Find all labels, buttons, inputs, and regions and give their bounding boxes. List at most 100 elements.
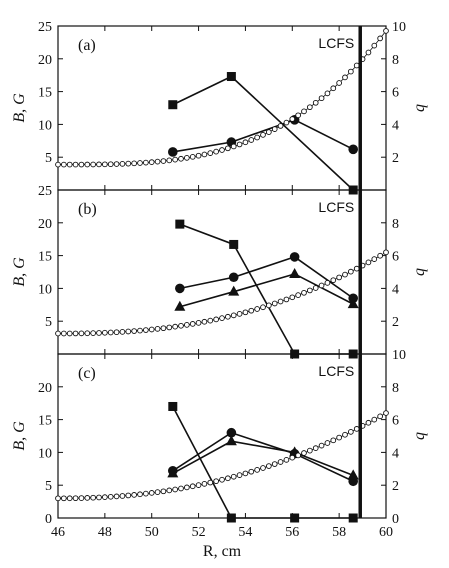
q-point <box>143 327 149 333</box>
q-point <box>342 74 348 81</box>
x-tick-label: 56 <box>285 525 299 540</box>
q-point <box>307 447 313 454</box>
q-point <box>283 296 290 303</box>
circle-point <box>175 283 185 294</box>
q-point <box>271 300 278 307</box>
q-point <box>131 492 137 498</box>
y2-axis-title: q <box>411 432 428 440</box>
y-tick-label: 15 <box>38 414 52 429</box>
y-tick-label: 5 <box>45 151 52 166</box>
q-point <box>178 485 184 492</box>
q-point <box>195 152 202 159</box>
q-point <box>248 307 255 314</box>
triangle-point <box>174 300 186 311</box>
q-point <box>242 470 249 477</box>
y-tick-label: 5 <box>45 315 52 330</box>
q-point <box>301 450 307 456</box>
q-point <box>184 322 190 328</box>
q-point <box>336 274 342 281</box>
q-point <box>266 129 272 135</box>
q-point <box>172 323 178 330</box>
square-point <box>226 72 236 82</box>
square-point <box>168 401 178 411</box>
y2-tick-label: 6 <box>392 414 399 429</box>
y2-tick-label: 6 <box>392 86 399 101</box>
q-point <box>307 287 313 294</box>
q-point <box>148 490 155 496</box>
q-point <box>295 112 301 119</box>
y2-tick-label: 8 <box>392 53 399 68</box>
square-point <box>175 219 185 229</box>
q-point <box>137 491 143 498</box>
q-point <box>107 329 114 336</box>
y2-tick-label: 10 <box>392 348 406 363</box>
square-series-line <box>172 406 354 519</box>
q-point <box>330 437 337 444</box>
q-point <box>195 482 202 488</box>
y-tick-label: 5 <box>45 479 52 494</box>
circle-point <box>348 144 359 155</box>
q-point <box>184 155 190 161</box>
q-profile-line <box>57 412 387 499</box>
q-point <box>219 147 225 153</box>
q-point <box>119 160 126 167</box>
q-point <box>55 330 61 337</box>
q-point <box>55 161 61 168</box>
q-point <box>166 324 173 331</box>
q-point <box>277 123 284 129</box>
q-point <box>254 306 260 312</box>
q-point <box>66 495 73 502</box>
q-point <box>377 35 383 42</box>
q-point <box>254 134 260 141</box>
q-point <box>383 410 389 416</box>
q-point <box>318 442 325 449</box>
y-tick-label: 10 <box>38 118 52 133</box>
q-point <box>260 304 266 311</box>
q-point <box>84 161 91 168</box>
q-point <box>283 456 290 463</box>
q-point <box>295 452 301 459</box>
q-point <box>383 28 389 34</box>
q-point <box>61 330 67 337</box>
q-point <box>266 302 272 309</box>
q-point <box>66 330 73 337</box>
q-point <box>213 478 219 485</box>
q-point <box>102 161 108 168</box>
y2-tick-label: 2 <box>392 151 399 166</box>
q-point <box>307 104 313 111</box>
q-point <box>201 481 208 487</box>
circle-series-line <box>172 118 354 153</box>
q-point <box>348 268 354 275</box>
panel-label: (c) <box>78 365 96 382</box>
q-point <box>330 277 337 284</box>
q-point <box>172 486 178 493</box>
q-point <box>195 320 202 326</box>
q-point <box>348 68 354 75</box>
q-point <box>377 413 383 420</box>
q-point <box>219 476 225 483</box>
q-point <box>283 119 290 126</box>
q-point <box>113 161 120 167</box>
y-tick-label: 25 <box>38 20 52 35</box>
y2-tick-label: 4 <box>392 446 399 461</box>
x-tick-label: 58 <box>332 525 346 540</box>
q-point <box>213 148 219 155</box>
q-point <box>90 161 96 168</box>
q-point <box>365 259 372 266</box>
q-point <box>160 325 167 332</box>
q-point <box>353 426 360 432</box>
q-point <box>365 419 372 426</box>
x-axis-title: R, cm <box>203 543 242 560</box>
q-point <box>78 330 85 337</box>
q-point <box>84 330 91 337</box>
square-point <box>290 513 300 523</box>
q-point <box>312 445 319 452</box>
q-point <box>189 321 196 327</box>
q-point <box>324 90 331 97</box>
q-point <box>90 330 96 336</box>
q-point <box>242 139 249 146</box>
triangle-point <box>289 267 301 278</box>
circle-series-line <box>179 256 354 299</box>
q-point <box>225 145 231 152</box>
q-point <box>312 99 319 106</box>
